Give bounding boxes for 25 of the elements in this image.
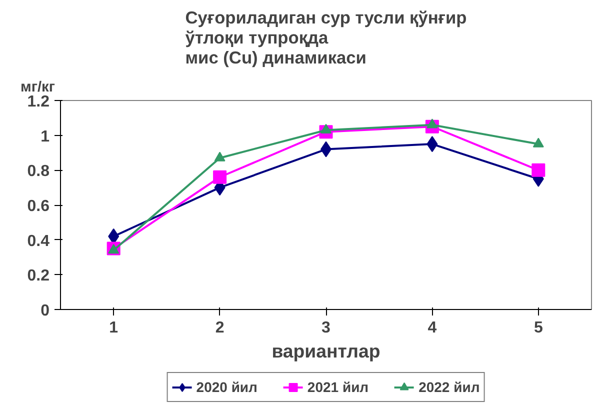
y-tick-label: 0.4 [27, 232, 50, 250]
y-tick-label: 0.6 [27, 198, 50, 215]
legend-label: 2021 йил [307, 379, 369, 395]
point [532, 138, 544, 148]
y-axis-title: мг/кг [20, 80, 55, 96]
y-tick-label: 0 [40, 302, 50, 320]
y-tick-label: 1 [40, 128, 50, 146]
point [320, 124, 332, 134]
point [213, 170, 227, 184]
x-tick-label: 1 [109, 320, 118, 336]
point [108, 244, 120, 254]
x-tick-label: 5 [534, 320, 543, 336]
chart-title: Суғориладиган сур тусли қўнғир ўтлоқи тупроқда мис (Cu) динамикаси [185, 8, 467, 68]
legend-label: 2020 йил [196, 379, 258, 395]
x-axis-title: вариантлар [272, 340, 380, 362]
y-tick-label: 0.8 [27, 163, 50, 180]
x-tick-label: 2 [215, 320, 224, 336]
point [214, 152, 226, 162]
point [426, 118, 438, 128]
y-tick-label: 0.2 [27, 268, 50, 285]
point [532, 163, 546, 177]
x-tick-label: 4 [428, 320, 437, 336]
legend-label: 2022 йил [418, 379, 480, 395]
y-tick-label: 1.2 [27, 94, 50, 110]
x-tick-label: 3 [322, 320, 331, 336]
